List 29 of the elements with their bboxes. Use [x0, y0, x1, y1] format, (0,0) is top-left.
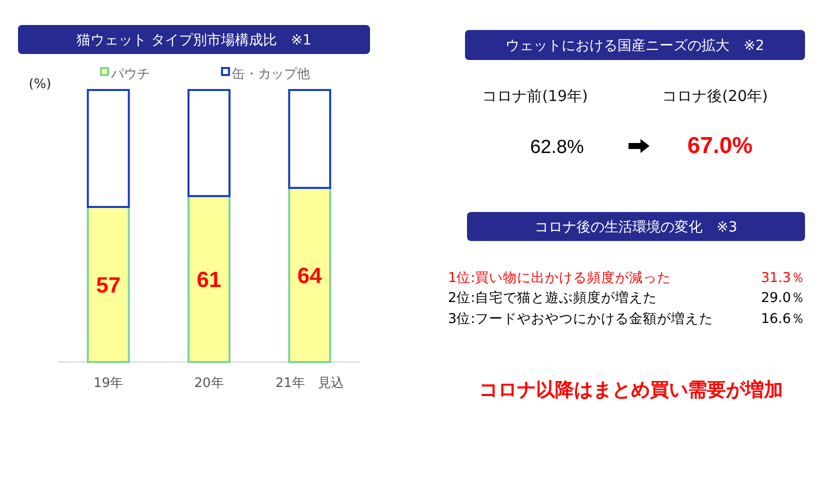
y-axis-title: (%) [28, 77, 52, 92]
category-label: 1位:買い物に出かける頻度が減った [448, 270, 672, 286]
category-label: コロナ後(20年) [662, 87, 768, 105]
data-label: 31.3％ [760, 270, 805, 286]
text: コロナ後の生活環境の変化 ※3 [534, 220, 738, 236]
data-label: 61 [196, 267, 222, 292]
text: コロナ以降はまとめ買い需要が増加 [479, 379, 783, 401]
category-label: 3位:フードやおやつにかける金額が増えた [448, 310, 714, 327]
data-label: 64 [297, 262, 323, 288]
legend-label: 缶・カップ他 [232, 67, 310, 82]
x-tick-label: 20年 [194, 376, 224, 391]
data-label: 16.6％ [760, 311, 805, 327]
category-label: 2位:自宅で猫と遊ぶ頻度が増えた [448, 289, 658, 306]
chart-title: 猫ウェット タイプ別市場構成比 ※1 [76, 32, 312, 48]
bar [86, 206, 130, 363]
bar [288, 186, 332, 363]
text: ウェットにおける国産ニーズの拡大 ※2 [506, 38, 764, 54]
data-label: 62.8% [530, 137, 584, 158]
bar [188, 195, 230, 363]
bar [288, 89, 332, 189]
data-label: 57 [96, 272, 121, 298]
x-tick-label: 19年 [94, 376, 124, 391]
bar [86, 89, 130, 208]
data-label: 29.0％ [760, 290, 805, 306]
bar [188, 89, 230, 198]
legend-label: パウチ [110, 67, 150, 82]
x-tick-label: 21年 見込 [275, 376, 344, 391]
data-label: 67.0% [687, 132, 753, 158]
category-label: コロナ前(19年) [482, 87, 588, 105]
